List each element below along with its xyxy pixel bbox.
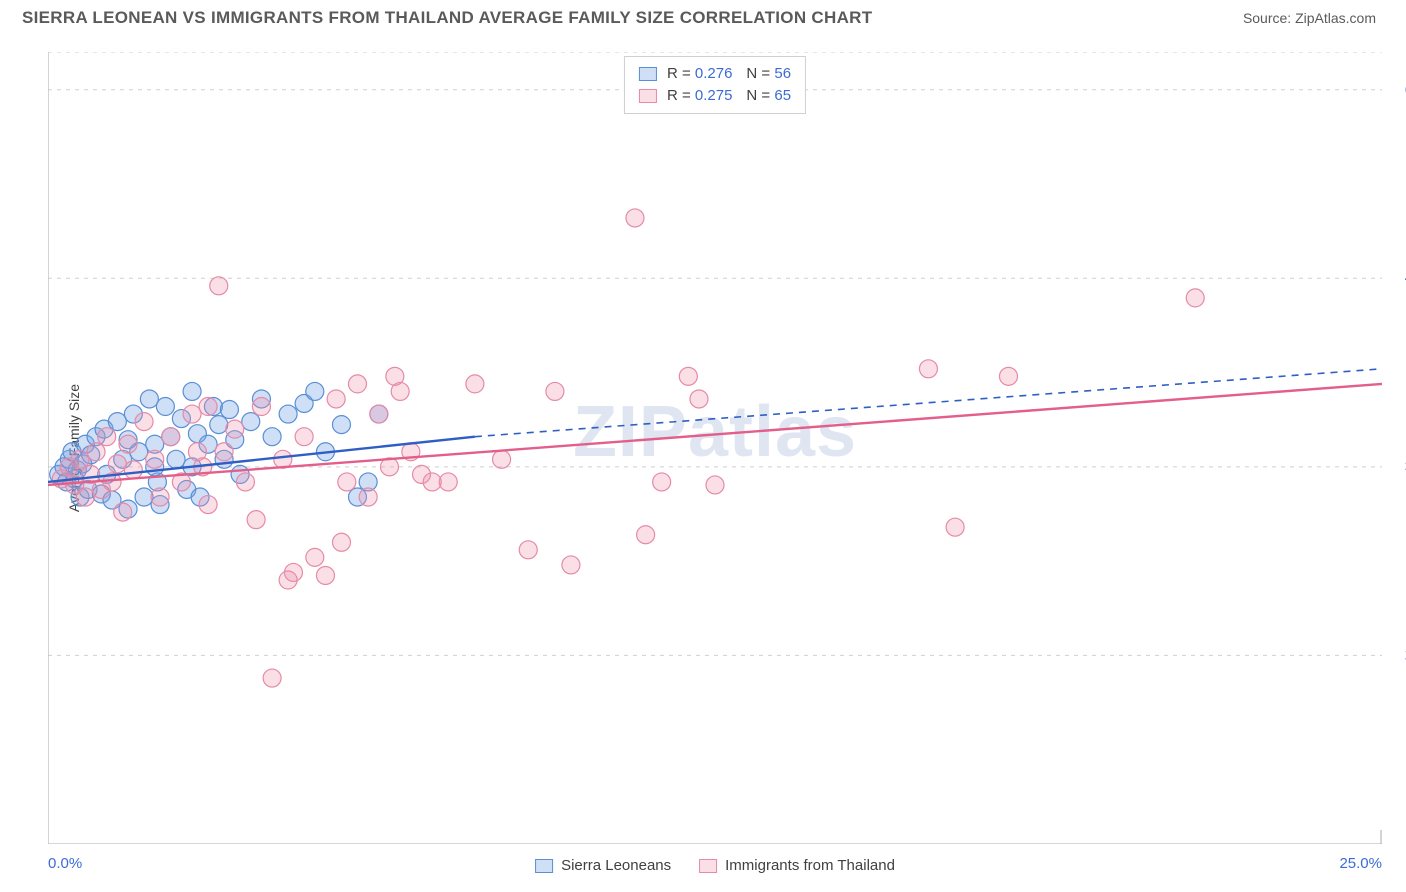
legend-swatch [535, 859, 553, 873]
correlation-text: R = 0.275N = 65 [667, 85, 791, 107]
header-bar: SIERRA LEONEAN VS IMMIGRANTS FROM THAILA… [0, 0, 1406, 36]
x-tick-label: 25.0% [1339, 855, 1382, 872]
correlation-row: R = 0.276N = 56 [639, 63, 791, 85]
source-label: Source: ZipAtlas.com [1243, 10, 1376, 26]
legend-label: Sierra Leoneans [561, 857, 671, 874]
legend-item: Sierra Leoneans [535, 857, 671, 874]
x-tick-label: 0.0% [48, 855, 82, 872]
legend-item: Immigrants from Thailand [699, 857, 895, 874]
plot-region: ZIPatlas 2.253.504.756.000.0%25.0% [48, 52, 1382, 844]
legend-swatch [639, 89, 657, 103]
scatter-svg [48, 52, 1382, 844]
legend-label: Immigrants from Thailand [725, 857, 895, 874]
correlation-row: R = 0.275N = 65 [639, 85, 791, 107]
correlation-text: R = 0.276N = 56 [667, 63, 791, 85]
legend-swatch [699, 859, 717, 873]
correlation-legend: R = 0.276N = 56R = 0.275N = 65 [624, 56, 806, 114]
series-legend: Sierra Leoneans Immigrants from Thailand [535, 857, 895, 874]
chart-area: Average Family Size ZIPatlas 2.253.504.7… [48, 52, 1382, 844]
chart-title: SIERRA LEONEAN VS IMMIGRANTS FROM THAILA… [22, 8, 872, 28]
legend-swatch [639, 67, 657, 81]
